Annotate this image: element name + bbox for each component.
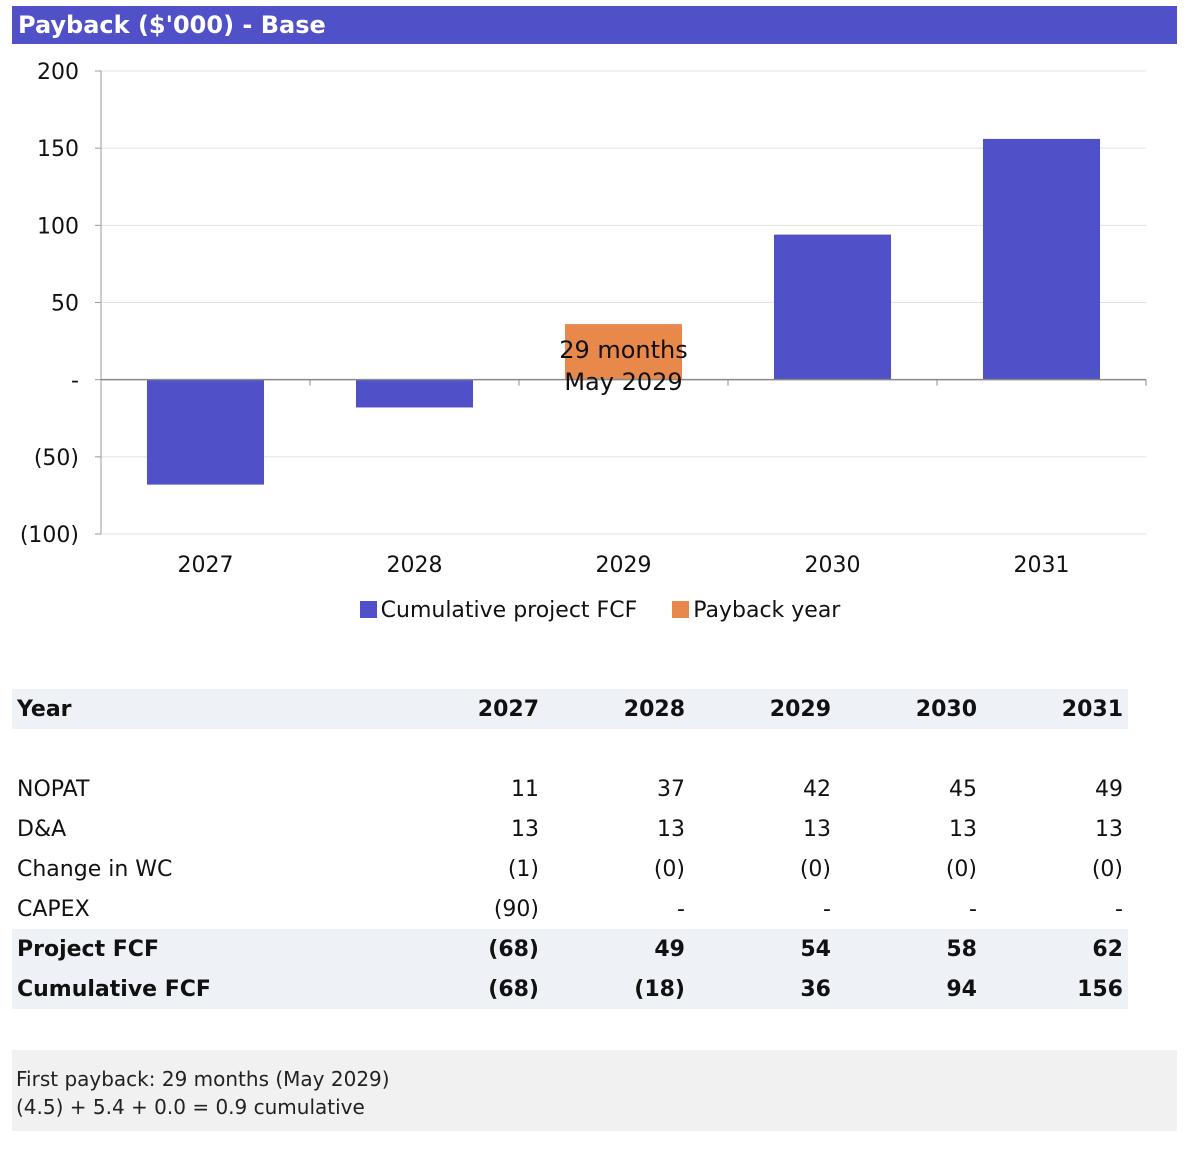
row-label: CAPEX bbox=[17, 896, 90, 922]
legend-swatch-payback bbox=[672, 601, 690, 618]
payback-annotation: 29 months bbox=[559, 336, 688, 364]
table-cell: 54 bbox=[690, 929, 836, 969]
row-label: Change in WC bbox=[17, 856, 173, 882]
y-tick-label: - bbox=[71, 369, 79, 394]
chart-title: Payback ($'000) - Base bbox=[12, 6, 1177, 44]
payback-notes: First payback: 29 months (May 2029) (4.5… bbox=[12, 1050, 1177, 1131]
x-tick-label: 2029 bbox=[596, 553, 652, 578]
table-cell: 58 bbox=[836, 929, 982, 969]
table-cell: 62 bbox=[982, 929, 1128, 969]
legend-label-cumulative: Cumulative project FCF bbox=[380, 598, 638, 623]
table-cell: - bbox=[1115, 896, 1123, 922]
spacer-row bbox=[12, 729, 1128, 769]
bar-payback-year bbox=[564, 324, 683, 380]
table-cell: (0) bbox=[799, 856, 831, 882]
payback-chart: 200 150 100 50 - (50) (100) 2027 2028 2029 2030 203… bbox=[20, 60, 1147, 578]
table-cell: 94 bbox=[836, 969, 982, 1009]
y-tick-label: 100 bbox=[37, 214, 79, 239]
legend-item-payback: Payback year bbox=[672, 598, 840, 623]
header-cell: 2029 bbox=[690, 689, 836, 729]
x-tick-label: 2027 bbox=[178, 553, 234, 578]
table-cell: (18) bbox=[544, 969, 690, 1009]
row-label: Project FCF bbox=[12, 929, 398, 969]
table-cell: 13 bbox=[511, 816, 539, 842]
table-cell: 36 bbox=[690, 969, 836, 1009]
table-cell: - bbox=[677, 896, 685, 922]
payback-note-line: First payback: 29 months (May 2029) bbox=[16, 1067, 390, 1091]
payback-formula-line: (4.5) + 5.4 + 0.0 = 0.9 cumulative bbox=[16, 1095, 365, 1119]
table-cell: (90) bbox=[493, 896, 539, 922]
table-cell: 49 bbox=[1095, 776, 1123, 802]
bar-cumulative-fcf bbox=[773, 234, 892, 380]
table-cell: - bbox=[969, 896, 977, 922]
x-tick-label: 2030 bbox=[805, 553, 861, 578]
table-row: CAPEX (90) - - - - bbox=[12, 889, 1128, 929]
bar-cumulative-fcf bbox=[982, 138, 1101, 380]
bar-cumulative-fcf bbox=[146, 379, 265, 485]
table-row-total: Project FCF (68) 49 54 58 62 bbox=[12, 929, 1128, 969]
table-cell: - bbox=[823, 896, 831, 922]
y-tick-label: 200 bbox=[37, 60, 79, 85]
row-label: D&A bbox=[17, 816, 67, 842]
table-row: D&A 13 13 13 13 13 bbox=[12, 809, 1128, 849]
table-cell: (68) bbox=[398, 929, 544, 969]
y-tick-label: 50 bbox=[51, 292, 79, 317]
table-row: NOPAT 11 37 42 45 49 bbox=[12, 769, 1128, 809]
table-cell: (0) bbox=[945, 856, 977, 882]
table-row-total: Cumulative FCF (68) (18) 36 94 156 bbox=[12, 969, 1128, 1009]
payback-annotation: May 2029 bbox=[564, 368, 682, 396]
bar-cumulative-fcf bbox=[355, 379, 474, 408]
table-cell: 13 bbox=[657, 816, 685, 842]
table-cell: (0) bbox=[1091, 856, 1123, 882]
y-tick-label: (100) bbox=[20, 523, 79, 548]
y-tick-label: (50) bbox=[34, 446, 79, 471]
legend-label-payback: Payback year bbox=[693, 598, 841, 623]
row-label: Cumulative FCF bbox=[12, 969, 398, 1009]
fcf-table: Year 2027 2028 2029 2030 2031 NOPAT 11 3… bbox=[12, 689, 1128, 1009]
table-cell: 49 bbox=[544, 929, 690, 969]
legend-item-cumulative: Cumulative project FCF bbox=[359, 598, 638, 623]
table-cell: 13 bbox=[949, 816, 977, 842]
table-cell: (0) bbox=[653, 856, 685, 882]
table-cell: 13 bbox=[1095, 816, 1123, 842]
legend-swatch-cumulative bbox=[359, 601, 377, 618]
row-label: NOPAT bbox=[17, 776, 90, 802]
table-cell: 42 bbox=[803, 776, 831, 802]
header-cell: 2027 bbox=[398, 689, 544, 729]
x-tick-label: 2028 bbox=[387, 553, 443, 578]
table-cell: 45 bbox=[949, 776, 977, 802]
chart-legend: Cumulative project FCF Payback year bbox=[0, 598, 1200, 623]
table-cell: 37 bbox=[657, 776, 685, 802]
table-cell: 11 bbox=[511, 776, 539, 802]
header-cell: Year bbox=[12, 689, 398, 729]
header-cell: 2030 bbox=[836, 689, 982, 729]
table-cell: (1) bbox=[507, 856, 539, 882]
header-cell: 2028 bbox=[544, 689, 690, 729]
table-cell: 156 bbox=[982, 969, 1128, 1009]
x-tick-label: 2031 bbox=[1014, 553, 1070, 578]
table-cell: (68) bbox=[398, 969, 544, 1009]
table-row: Change in WC (1) (0) (0) (0) (0) bbox=[12, 849, 1128, 889]
header-cell: 2031 bbox=[982, 689, 1128, 729]
y-tick-label: 150 bbox=[37, 137, 79, 162]
table-header-row: Year 2027 2028 2029 2030 2031 bbox=[12, 689, 1128, 729]
table-cell: 13 bbox=[803, 816, 831, 842]
